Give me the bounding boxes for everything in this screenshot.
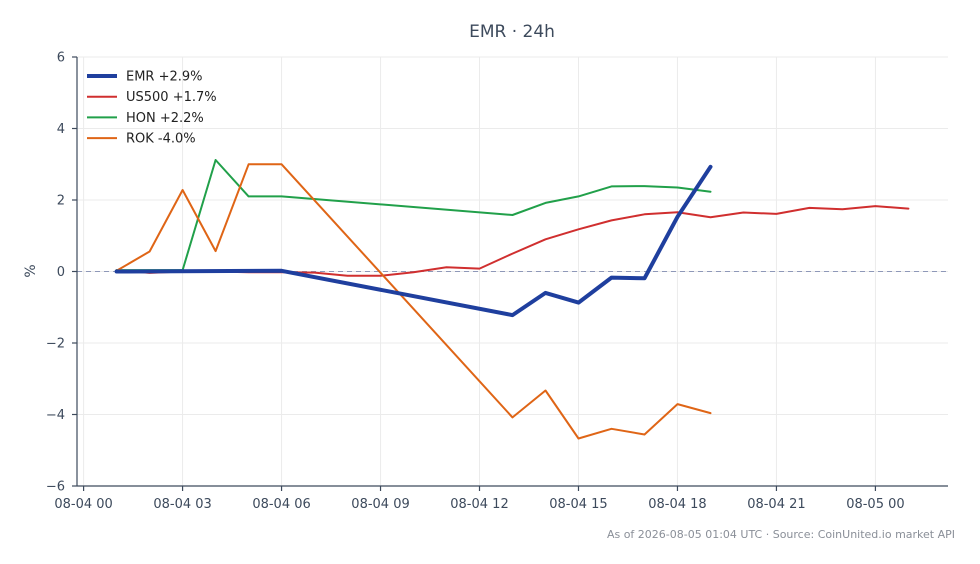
- y-tick-label: −4: [46, 408, 65, 423]
- y-tick-label: −6: [46, 480, 65, 495]
- x-tick-label: 08-04 15: [549, 497, 607, 512]
- x-tick-label: 08-04 09: [351, 497, 409, 512]
- y-tick-label: 2: [57, 194, 65, 209]
- series-line-hon: [115, 159, 712, 272]
- x-tick-label: 08-04 21: [747, 497, 805, 512]
- x-tick-label: 08-04 03: [153, 497, 211, 512]
- footer-source: As of 2026-08-05 01:04 UTC · Source: Coi…: [607, 528, 955, 541]
- x-tick-label: 08-04 00: [54, 497, 112, 512]
- y-tick-label: 6: [57, 51, 65, 66]
- x-tick-label: 08-04 18: [648, 497, 706, 512]
- legend-label-rok: ROK -4.0%: [126, 132, 196, 147]
- series-line-emr: [114, 164, 713, 318]
- legend-label-hon: HON +2.2%: [126, 111, 204, 126]
- legend: EMR +2.9% US500 +1.7% HON +2.2% ROK -4.0%: [87, 70, 217, 147]
- y-tick-label: 0: [57, 265, 65, 280]
- grid-lines: [77, 56, 948, 487]
- series-line-rok: [115, 163, 712, 440]
- legend-label-emr: EMR +2.9%: [126, 70, 203, 85]
- series-layer: [114, 159, 910, 440]
- axes: −6 −4 −2 0 2 4 6 08-04 00 08-04 03 08-04 06 08-04 …: [46, 51, 948, 512]
- x-tick-label: 08-05 00: [846, 497, 904, 512]
- chart-title: EMR · 24h: [469, 22, 555, 42]
- y-axis-label: %: [23, 264, 39, 277]
- y-tick-label: −2: [46, 337, 65, 352]
- x-tick-label: 08-04 06: [252, 497, 310, 512]
- legend-label-us500: US500 +1.7%: [126, 90, 217, 105]
- series-line-us500: [115, 205, 910, 277]
- y-tick-label: 4: [57, 122, 65, 137]
- x-tick-label: 08-04 12: [450, 497, 508, 512]
